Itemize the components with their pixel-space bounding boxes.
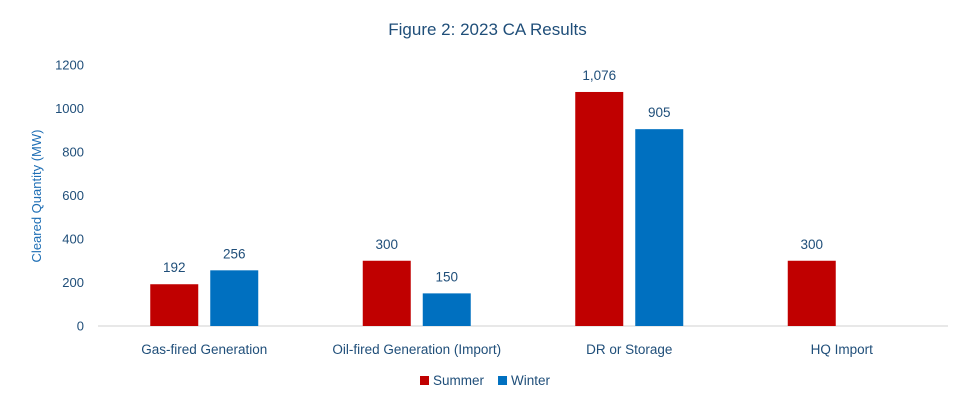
bar-winter-0 xyxy=(210,270,259,326)
category-label: Oil-fired Generation (Import) xyxy=(332,342,501,357)
data-label: 300 xyxy=(375,237,398,252)
legend-label-winter: Winter xyxy=(511,373,551,388)
data-labels-group: 192 256 300 150 1,076 905 300 xyxy=(163,68,823,284)
legend: Summer Winter xyxy=(420,373,551,388)
y-tick-label: 400 xyxy=(62,232,84,247)
data-label: 192 xyxy=(163,260,186,275)
category-labels-group: Gas-fired Generation Oil-fired Generation… xyxy=(141,342,873,357)
y-tick-label: 200 xyxy=(62,275,84,290)
legend-swatch-summer xyxy=(420,376,429,385)
y-axis-ticks: 0 200 400 600 800 1000 1200 xyxy=(55,58,84,334)
data-label: 300 xyxy=(800,237,823,252)
bar-summer-3 xyxy=(787,260,836,326)
y-tick-label: 600 xyxy=(62,188,84,203)
bar-summer-0 xyxy=(150,284,199,326)
y-tick-label: 800 xyxy=(62,145,84,160)
legend-swatch-winter xyxy=(498,376,508,385)
bar-winter-2 xyxy=(635,129,684,326)
category-label: Gas-fired Generation xyxy=(141,342,267,357)
y-tick-label: 1200 xyxy=(55,58,84,73)
data-label: 256 xyxy=(223,246,246,261)
y-axis-label: Cleared Quantity (MW) xyxy=(29,130,44,263)
bar-summer-1 xyxy=(362,260,411,326)
data-label: 905 xyxy=(648,105,671,120)
bars-group xyxy=(150,91,836,326)
data-label: 150 xyxy=(435,269,458,284)
category-label: HQ Import xyxy=(811,342,874,357)
bar-summer-2 xyxy=(575,91,624,326)
y-tick-label: 1000 xyxy=(55,101,84,116)
data-label: 1,076 xyxy=(582,68,616,83)
category-label: DR or Storage xyxy=(586,342,672,357)
legend-label-summer: Summer xyxy=(433,373,485,388)
bar-winter-1 xyxy=(422,293,471,326)
chart-title: Figure 2: 2023 CA Results xyxy=(388,20,586,39)
y-tick-label: 0 xyxy=(77,319,84,334)
